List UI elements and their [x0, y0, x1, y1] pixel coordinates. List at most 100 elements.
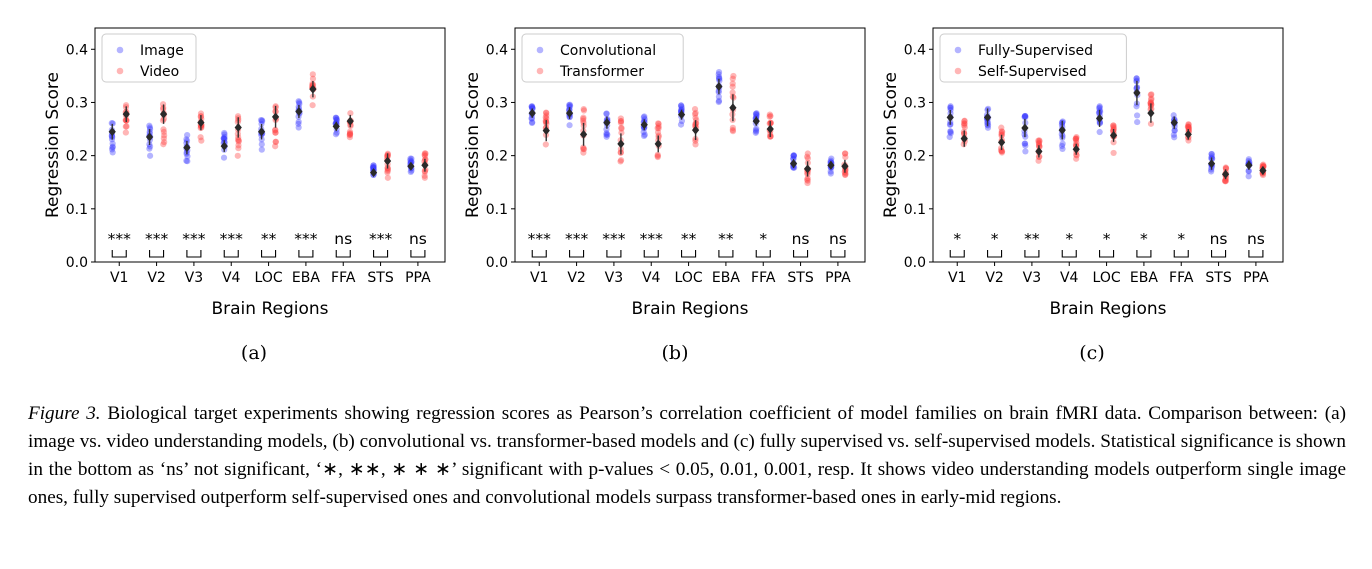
data-point	[766, 113, 773, 120]
data-point	[258, 117, 266, 124]
data-point	[1185, 137, 1192, 144]
mean-marker	[108, 127, 116, 137]
y-tick-label: 0.0	[486, 255, 508, 271]
data-point	[295, 120, 302, 127]
data-point	[753, 112, 760, 119]
mean-marker	[983, 112, 992, 122]
data-point	[580, 107, 588, 114]
data-point	[767, 112, 774, 120]
data-point	[421, 150, 429, 157]
data-point	[295, 98, 302, 105]
mean-marker	[346, 116, 354, 126]
data-point	[295, 118, 302, 125]
y-tick-label: 0.1	[486, 202, 508, 218]
x-tick-label: V4	[642, 270, 661, 286]
data-point	[947, 104, 954, 111]
data-point	[184, 132, 191, 139]
significance-label: ns	[1247, 230, 1265, 248]
data-point	[1148, 96, 1155, 103]
data-point	[184, 153, 191, 160]
x-tick-label: FFA	[331, 270, 356, 286]
mean-marker	[789, 159, 798, 169]
data-point	[257, 116, 265, 124]
data-point	[603, 130, 610, 137]
data-point	[333, 116, 340, 124]
mean-marker	[997, 137, 1006, 147]
data-point	[1221, 177, 1229, 185]
data-point	[804, 175, 811, 182]
plot-frame	[94, 27, 446, 263]
significance-bracket	[681, 250, 697, 258]
data-point	[1096, 105, 1103, 112]
data-point	[1245, 156, 1252, 163]
x-tick-label: V4	[222, 270, 241, 286]
significance-bracket	[755, 250, 771, 258]
mean-marker	[752, 116, 760, 126]
legend-box	[521, 33, 684, 83]
data-point	[160, 135, 167, 142]
data-point	[999, 128, 1006, 136]
data-point	[580, 146, 588, 153]
x-tick-label: LOC	[675, 270, 703, 286]
mean-marker	[1035, 146, 1043, 156]
data-point	[617, 117, 625, 125]
y-axis-label: Regression Score	[463, 72, 483, 218]
data-point	[272, 138, 279, 145]
data-point	[384, 169, 391, 176]
panel-label-b: (b)	[661, 342, 689, 364]
data-point	[183, 136, 190, 143]
data-point	[221, 131, 228, 138]
significance-label: *	[1140, 230, 1148, 248]
mean-marker	[1109, 130, 1118, 140]
data-point	[370, 164, 377, 171]
mean-marker	[729, 103, 737, 113]
significance-label: ns	[829, 230, 847, 248]
data-point	[790, 152, 797, 159]
x-tick-label: V2	[985, 270, 1003, 286]
x-tick-label: EBA	[1130, 270, 1158, 286]
data-point	[827, 168, 834, 175]
data-point	[332, 114, 340, 121]
significance-label: *	[991, 230, 999, 248]
data-point	[841, 150, 849, 157]
data-point	[1171, 134, 1178, 141]
data-point	[333, 117, 340, 124]
significance-bracket	[1248, 250, 1264, 258]
data-point	[1110, 122, 1117, 129]
data-point	[309, 75, 317, 82]
legend-label: Video	[140, 64, 179, 80]
significance-bracket	[643, 250, 659, 258]
data-point	[752, 111, 760, 118]
x-tick-label: PPA	[405, 270, 431, 286]
significance-bracket	[793, 250, 809, 258]
data-point	[566, 102, 574, 110]
significance-bracket	[1099, 250, 1115, 258]
data-point	[1147, 99, 1154, 106]
data-point	[566, 101, 573, 109]
data-point	[654, 125, 661, 132]
mean-marker	[841, 161, 849, 171]
x-tick-label: EBA	[292, 270, 320, 286]
data-point	[1110, 123, 1117, 131]
data-point	[790, 152, 797, 159]
data-point	[1035, 137, 1042, 144]
x-tick-label: STS	[1205, 270, 1231, 286]
data-point	[109, 120, 116, 127]
y-tick-label: 0.1	[904, 202, 926, 218]
data-point	[1245, 168, 1252, 175]
data-point	[715, 97, 723, 104]
data-point	[678, 102, 685, 109]
legend-label: Convolutional	[560, 43, 656, 59]
data-point	[1073, 139, 1080, 147]
significance-label: ns	[409, 230, 427, 248]
data-point	[1073, 155, 1080, 162]
plot-frame	[514, 27, 866, 263]
data-point	[580, 117, 587, 124]
x-tick-label: V1	[948, 270, 966, 286]
data-point	[146, 122, 153, 129]
data-point	[1073, 152, 1080, 159]
data-point	[272, 129, 279, 136]
mean-marker	[1021, 123, 1029, 133]
figure-caption: Figure 3. Biological target experiments …	[28, 400, 1346, 512]
data-point	[542, 109, 550, 116]
